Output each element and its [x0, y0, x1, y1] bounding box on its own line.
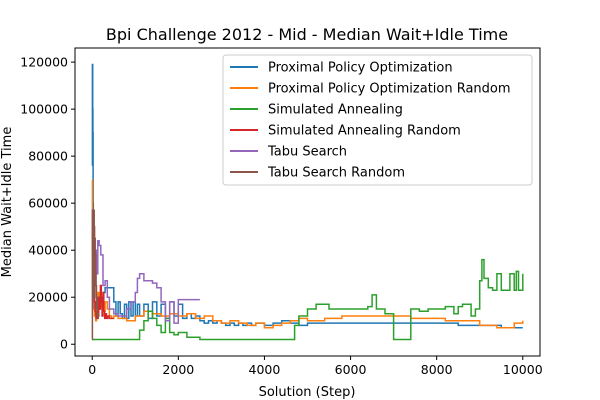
- x-tick-label: 6000: [335, 362, 367, 377]
- legend: Proximal Policy Optimization Proximal Pol…: [222, 54, 533, 186]
- x-tick-label: 10000: [503, 362, 543, 377]
- series-line-4: [91, 214, 200, 324]
- y-tick-label: 100000: [20, 102, 68, 117]
- legend-label-2: Simulated Annealing: [268, 103, 403, 118]
- y-tick-label: 60000: [28, 196, 68, 211]
- legend-box: [222, 54, 533, 186]
- y-tick-label: 0: [60, 337, 68, 352]
- legend-label-0: Proximal Policy Optimization: [268, 61, 453, 76]
- series-line-1: [91, 178, 524, 329]
- x-axis-label: Solution (Step): [259, 385, 356, 400]
- x-axis: 0 2000 4000 6000 8000 10000: [88, 356, 543, 377]
- chart-title: Bpi Challenge 2012 - Mid - Median Wait+I…: [106, 25, 508, 44]
- y-axis: 0 20000 40000 60000 80000 100000 120000: [20, 55, 75, 352]
- y-tick-label: 40000: [28, 243, 68, 258]
- legend-label-3: Simulated Annealing Random: [268, 124, 461, 139]
- x-tick-label: 4000: [249, 362, 281, 377]
- legend-label-4: Tabu Search: [267, 145, 347, 160]
- series-line-5: [91, 209, 100, 341]
- x-tick-label: 0: [88, 362, 96, 377]
- x-tick-label: 8000: [421, 362, 453, 377]
- plot-frame: [74, 47, 541, 357]
- series-line-2: [92, 258, 524, 341]
- y-axis-label: Median Wait+Idle Time: [0, 127, 15, 278]
- y-tick-label: 120000: [20, 55, 68, 70]
- legend-label-5: Tabu Search Random: [267, 166, 405, 181]
- legend-label-1: Proximal Policy Optimization Random: [268, 82, 511, 97]
- y-tick-label: 20000: [28, 290, 68, 305]
- y-tick-label: 80000: [28, 149, 68, 164]
- series-layer: [91, 63, 524, 341]
- x-tick-label: 2000: [162, 362, 194, 377]
